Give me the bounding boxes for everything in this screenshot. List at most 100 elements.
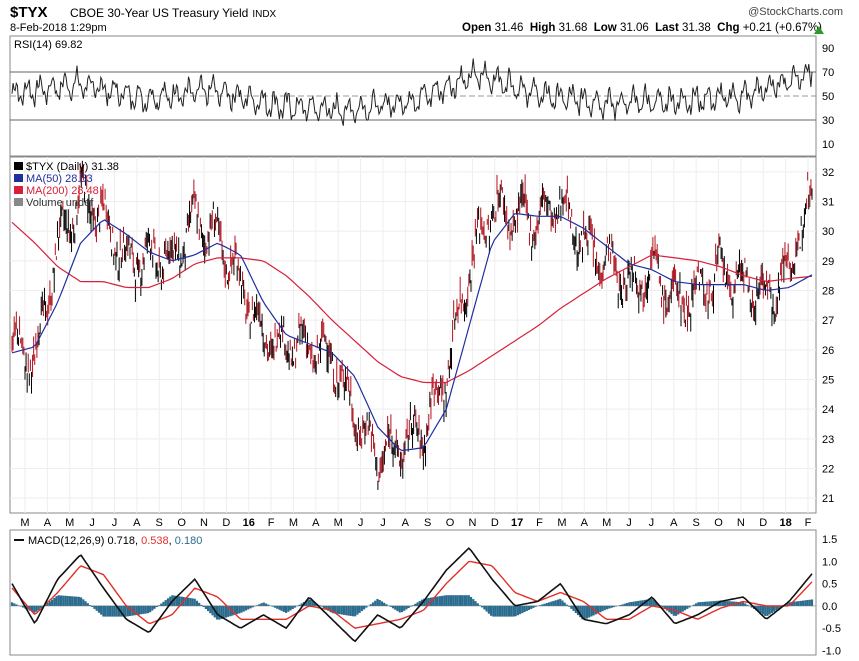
macd-histogram-bar: [293, 605, 297, 608]
macd-histogram-bar: [133, 605, 136, 616]
macd-histogram-bar: [628, 602, 631, 606]
price-tick-label: 27: [822, 315, 834, 327]
macd-histogram-bar: [741, 602, 745, 606]
x-tick-label: M: [557, 517, 566, 529]
exchange: INDX: [252, 9, 277, 20]
macd-histogram-bar: [242, 605, 245, 612]
macd-histogram-bar: [122, 605, 125, 617]
x-tick-label: 17: [511, 517, 523, 529]
macd-histogram-bar: [610, 605, 613, 608]
macd-histogram-bar: [764, 605, 767, 616]
macd-histogram-bar: [514, 605, 517, 617]
macd-histogram-bar: [307, 599, 310, 606]
macd-histogram-bar: [790, 601, 794, 606]
macd-histogram-bar: [175, 595, 179, 606]
last-label: Last: [655, 22, 679, 34]
macd-histogram-bar: [273, 605, 277, 608]
macd-histogram-bar: [267, 604, 270, 606]
macd-histogram-bar: [530, 605, 533, 609]
x-tick-label: 16: [243, 517, 255, 529]
macd-histogram-bar: [434, 596, 437, 606]
macd-histogram-bar: [102, 605, 105, 617]
macd-histogram-bar: [371, 602, 375, 606]
macd-histogram-bar: [712, 601, 716, 606]
rsi-tick-label: 70: [822, 67, 834, 79]
legend-swatch: [14, 198, 23, 206]
macd-histogram-bar: [313, 602, 317, 606]
chg-value: +0.21 (+0.67%): [742, 22, 822, 34]
open-value: 31.46: [494, 22, 524, 34]
macd-histogram-bar: [209, 605, 212, 614]
macd-histogram-bar: [71, 596, 74, 606]
macd-histogram-bar: [541, 604, 544, 606]
legend-entry: $TYX (Daily) 31.38: [26, 161, 119, 173]
macd-histogram-bar: [13, 603, 16, 606]
macd-histogram-bar: [746, 604, 749, 606]
macd-histogram-bar: [211, 605, 214, 616]
macd-histogram-bar: [287, 605, 290, 612]
macd-histogram-bar: [162, 601, 165, 606]
high-value: 31.68: [558, 22, 588, 34]
macd-histogram-bar: [770, 605, 773, 614]
macd-histogram-bar: [532, 605, 535, 608]
macd-histogram-bar: [436, 596, 439, 606]
x-tick-label: D: [222, 517, 230, 529]
macd-histogram-bar: [369, 604, 372, 606]
macd-histogram-bar: [238, 605, 241, 614]
macd-histogram-bar: [603, 605, 606, 611]
macd-histogram-bar: [412, 605, 415, 606]
macd-histogram-bar: [726, 601, 729, 606]
macd-histogram-bar: [768, 605, 771, 615]
ma200-line: [11, 221, 813, 384]
macd-histogram-bar: [639, 600, 642, 606]
macd-histogram-bar: [443, 595, 446, 606]
x-tick-label: A: [670, 517, 678, 529]
macd-histogram-bar: [797, 601, 800, 606]
macd-histogram-bar: [706, 601, 709, 606]
last-value: 31.38: [681, 22, 711, 34]
x-tick-label: M: [334, 517, 343, 529]
macd-histogram-bar: [525, 605, 528, 612]
macd-histogram-bar: [95, 605, 98, 611]
x-tick-label: J: [649, 517, 655, 529]
x-tick-label: N: [200, 517, 208, 529]
price-tick-label: 29: [822, 256, 834, 268]
quote-summary: Open 31.46 High 31.68 Low 31.06 Last 31.…: [462, 22, 822, 34]
x-tick-label: J: [89, 517, 95, 529]
macd-histogram-bar: [249, 605, 252, 609]
legend-swatch: [14, 186, 23, 194]
legend-entry: MA(50) 28.53: [26, 173, 93, 185]
macd-histogram-bar: [77, 596, 80, 606]
macd-line: [11, 547, 813, 643]
macd-histogram-bar: [559, 598, 562, 606]
macd-histogram-bar: [305, 600, 308, 606]
macd-histogram-bar: [247, 605, 250, 610]
quote-date: 8-Feb-2018 1:29pm: [10, 22, 107, 34]
macd-histogram-bar: [39, 605, 43, 609]
macd-histogram-bar: [97, 605, 101, 613]
macd-histogram-bar: [193, 598, 196, 606]
macd-histogram-bar: [164, 600, 167, 606]
macd-histogram-bar: [365, 605, 368, 608]
macd-tick-label: -1.0: [822, 646, 841, 658]
macd-histogram-bar: [761, 605, 765, 615]
macd-histogram-bar: [26, 605, 29, 610]
macd-histogram-bar: [251, 605, 254, 608]
macd-histogram-bar: [759, 605, 762, 614]
macd-histogram-bar: [157, 605, 161, 606]
macd-histogram-bar: [360, 605, 363, 612]
macd-histogram-bar: [719, 600, 722, 606]
macd-histogram-bar: [599, 605, 602, 613]
macd-histogram-bar: [438, 596, 441, 606]
macd-histogram-bar: [347, 605, 350, 616]
macd-histogram-bar: [57, 595, 60, 606]
x-tick-label: N: [737, 517, 745, 529]
macd-histogram-bar: [146, 605, 150, 614]
macd-histogram-bar: [550, 601, 553, 606]
macd-histogram-bar: [311, 601, 314, 606]
macd-histogram-bar: [469, 596, 473, 606]
price-tick-label: 21: [822, 493, 834, 505]
macd-histogram-bar: [695, 603, 698, 606]
macd-histogram-bar: [62, 595, 65, 606]
